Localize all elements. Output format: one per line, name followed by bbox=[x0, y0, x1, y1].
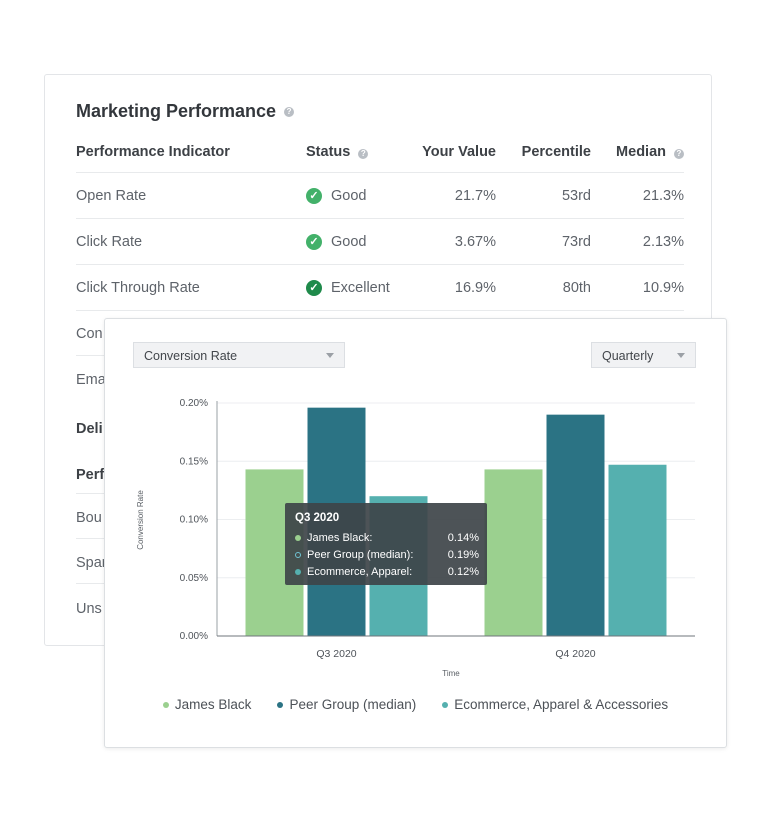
tooltip-title: Q3 2020 bbox=[295, 512, 340, 524]
check-icon: ✓ bbox=[306, 187, 322, 204]
percentile-cell: 80th bbox=[496, 264, 591, 311]
chevron-down-icon bbox=[326, 353, 334, 358]
tooltip-value: 0.12% bbox=[447, 566, 479, 578]
status-label: Good bbox=[331, 187, 367, 204]
header-median: Median? bbox=[591, 132, 684, 173]
partial-row-label: Spar bbox=[76, 555, 107, 571]
x-axis-title: Time bbox=[442, 669, 460, 678]
chart-tooltip: Q3 2020 James Black: 0.14% Peer Group (m… bbox=[285, 503, 487, 585]
y-axis-title: Conversion Rate bbox=[136, 490, 145, 550]
value-cell: 3.67% bbox=[411, 218, 496, 265]
bar bbox=[608, 464, 667, 636]
chart-legend: James Black Peer Group (median) Ecommerc… bbox=[105, 697, 726, 712]
indicator-cell: Click Through Rate bbox=[76, 264, 306, 311]
partial-row-label: Bou bbox=[76, 510, 102, 526]
y-tick-label: 0.15% bbox=[180, 456, 208, 467]
check-icon: ✓ bbox=[306, 233, 322, 250]
partial-row-label: Con bbox=[76, 326, 103, 342]
period-select[interactable]: Quarterly bbox=[591, 342, 696, 368]
table-header-row: Performance Indicator Status? Your Value… bbox=[76, 132, 684, 173]
legend-item[interactable]: Peer Group (median) bbox=[277, 697, 416, 712]
x-tick-label: Q3 2020 bbox=[316, 648, 356, 660]
legend-label: Ecommerce, Apparel & Accessories bbox=[454, 697, 669, 712]
card-title: Marketing Performance ? bbox=[76, 101, 295, 122]
partial-row-label: Ema bbox=[76, 372, 106, 388]
x-tick-label: Q4 2020 bbox=[555, 648, 595, 660]
help-icon[interactable]: ? bbox=[674, 149, 684, 159]
indicator-cell: Open Rate bbox=[76, 172, 306, 219]
indicator-cell: Click Rate bbox=[76, 218, 306, 265]
tooltip-label: James Black: bbox=[307, 532, 373, 544]
table-row: Open Rate ✓ Good 21.7% 53rd 21.3% bbox=[76, 172, 684, 219]
performance-table: Performance Indicator Status? Your Value… bbox=[76, 132, 684, 311]
table-row: Click Through Rate ✓ Excellent 16.9% 80th… bbox=[76, 264, 684, 311]
help-icon[interactable]: ? bbox=[284, 106, 295, 117]
period-select-value: Quarterly bbox=[602, 349, 654, 363]
tooltip-value: 0.19% bbox=[447, 549, 479, 561]
status-label: Good bbox=[331, 233, 367, 250]
partial-section-title: Deli bbox=[76, 421, 103, 437]
series-dot-icon bbox=[295, 569, 301, 575]
series-dot-icon bbox=[295, 552, 301, 558]
header-status: Status? bbox=[306, 132, 411, 173]
median-cell: 2.13% bbox=[591, 218, 684, 265]
legend-label: James Black bbox=[174, 697, 252, 712]
row-divider bbox=[76, 538, 106, 539]
table-row: Click Rate ✓ Good 3.67% 73rd 2.13% bbox=[76, 218, 684, 265]
card-title-text: Marketing Performance bbox=[76, 101, 277, 121]
legend-dot-icon bbox=[277, 701, 284, 708]
y-tick-label: 0.10% bbox=[180, 515, 208, 526]
metric-select-value: Conversion Rate bbox=[144, 349, 238, 363]
row-divider bbox=[76, 493, 106, 494]
row-divider bbox=[76, 355, 106, 356]
value-cell: 16.9% bbox=[411, 264, 496, 311]
median-cell: 21.3% bbox=[591, 172, 684, 219]
chevron-down-icon bbox=[677, 353, 685, 358]
percentile-cell: 53rd bbox=[496, 172, 591, 219]
conversion-chart-card: Conversion Rate Quarterly 0.00% 0.05% 0.10… bbox=[104, 318, 727, 748]
help-icon[interactable]: ? bbox=[358, 149, 369, 159]
partial-row-label: Uns bbox=[76, 601, 102, 617]
tooltip-label: Ecommerce, Apparel: bbox=[307, 566, 413, 578]
percentile-cell: 73rd bbox=[496, 218, 591, 265]
legend-item[interactable]: James Black bbox=[162, 697, 252, 712]
median-cell: 10.9% bbox=[591, 264, 684, 311]
status-label: Excellent bbox=[331, 279, 390, 296]
row-divider bbox=[76, 583, 106, 584]
legend-dot-icon bbox=[442, 701, 449, 708]
y-tick-label: 0.00% bbox=[180, 631, 208, 642]
tooltip-value: 0.14% bbox=[447, 532, 479, 544]
legend-label: Peer Group (median) bbox=[289, 697, 417, 712]
tooltip-row: James Black: 0.14% bbox=[295, 532, 479, 544]
tooltip-row: Ecommerce, Apparel: 0.12% bbox=[295, 566, 479, 578]
tooltip-label: Peer Group (median): bbox=[307, 549, 414, 561]
header-percentile: Percentile bbox=[496, 132, 591, 173]
check-icon: ✓ bbox=[306, 279, 322, 296]
bar bbox=[484, 469, 543, 636]
legend-item[interactable]: Ecommerce, Apparel & Accessories bbox=[442, 697, 668, 712]
y-tick-label: 0.05% bbox=[180, 573, 208, 584]
partial-row-label: Perf bbox=[76, 467, 105, 483]
bar bbox=[546, 414, 605, 636]
legend-dot-icon bbox=[162, 701, 169, 708]
header-your-value: Your Value bbox=[411, 132, 496, 173]
metric-select[interactable]: Conversion Rate bbox=[133, 342, 345, 368]
series-dot-icon bbox=[295, 535, 301, 541]
tooltip-row: Peer Group (median): 0.19% bbox=[295, 549, 479, 561]
header-indicator: Performance Indicator bbox=[76, 132, 306, 173]
y-tick-label: 0.20% bbox=[180, 398, 208, 409]
value-cell: 21.7% bbox=[411, 172, 496, 219]
